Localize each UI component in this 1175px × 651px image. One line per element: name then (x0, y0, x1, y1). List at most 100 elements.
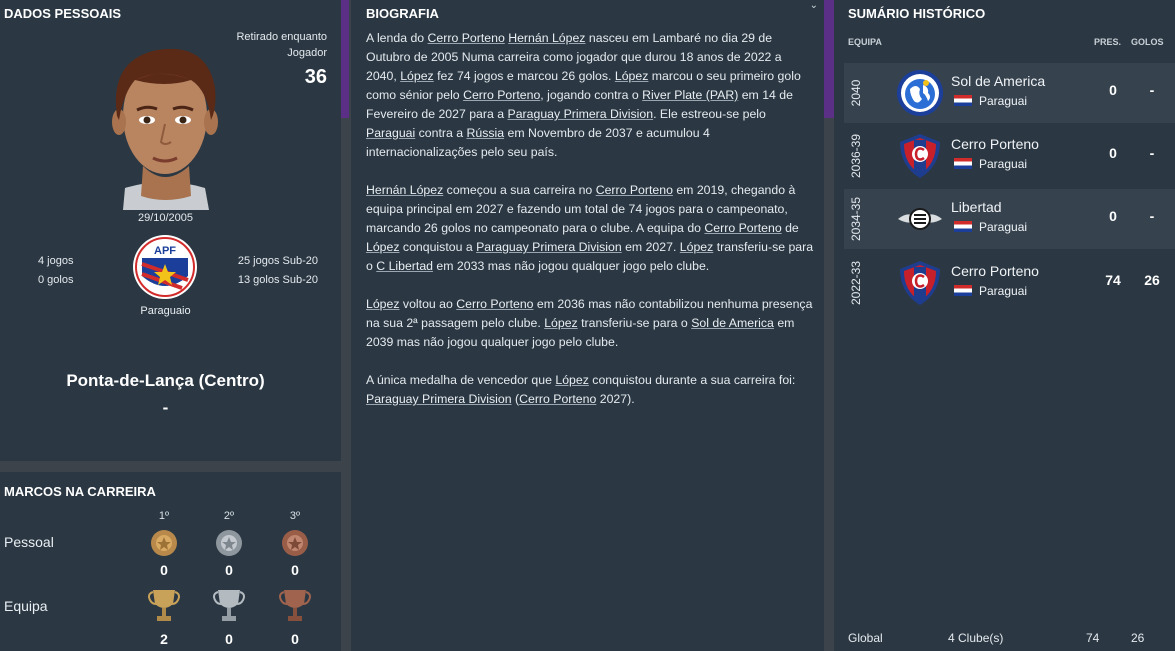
link-club[interactable]: Cerro Porteno (456, 297, 534, 311)
history-row[interactable]: 2034-35 Libertad Paraguai 0 - (844, 189, 1175, 249)
link-club[interactable]: Cerro Porteno (463, 88, 541, 102)
link-player[interactable]: López (544, 316, 578, 330)
link-player[interactable]: López (366, 297, 400, 311)
senior-apps: 4 jogos (38, 255, 74, 267)
team-bronze-count: 0 (291, 631, 299, 647)
club-nation: Paraguai (954, 94, 1027, 108)
player-role: - (162, 398, 169, 417)
history-years: 2040 (849, 79, 863, 107)
link-club[interactable]: C Libertad (376, 259, 434, 273)
senior-stats: 4 jogos 0 golos (38, 252, 73, 290)
link-club[interactable]: River Plate (PAR) (642, 88, 739, 102)
link-player[interactable]: López (679, 240, 714, 254)
link-club[interactable]: Cerro Porteno (427, 31, 505, 45)
column-header-team: EQUIPA (848, 37, 882, 47)
link-player[interactable]: López (555, 373, 589, 387)
link-nation[interactable]: Rússia (466, 126, 505, 140)
panel-title: BIOGRAFIA (366, 6, 439, 21)
personal-data-panel: DADOS PESSOAIS Retirado enquanto Jogador… (0, 0, 341, 461)
history-row[interactable]: 2040 Sol de America Paraguai 0 - (844, 63, 1175, 123)
history-row[interactable]: 2022-33 Cerro Porteno Paraguai 74 26 (844, 253, 1175, 313)
total-label: Global (848, 631, 883, 645)
biography-text: A lenda do Cerro Porteno Hernán López na… (366, 31, 814, 406)
paraguay-flag-icon (954, 285, 972, 296)
goals-value: - (1149, 82, 1155, 98)
cerro-porteno-badge-icon (900, 134, 940, 178)
apps-value: 0 (1109, 145, 1117, 161)
u20-apps: 25 jogos Sub-20 (237, 255, 318, 267)
paraguay-flag-icon (954, 158, 972, 169)
column-header-apps: PRES. (1094, 37, 1122, 47)
link-competition[interactable]: Paraguay Primera Division (507, 107, 654, 121)
history-row[interactable]: 2036-39 Cerro Porteno Paraguai 0 - (844, 126, 1175, 186)
personal-gold-count: 0 (160, 562, 168, 578)
club-name[interactable]: Libertad (951, 199, 1002, 215)
apps-value: 0 (1109, 208, 1117, 224)
club-name[interactable]: Sol de America (951, 73, 1046, 89)
link-nation[interactable]: Paraguai (366, 126, 416, 140)
link-club[interactable]: Cerro Porteno (519, 392, 597, 406)
silver-trophy-icon (213, 590, 245, 621)
senior-goals: 0 golos (38, 274, 74, 286)
link-club[interactable]: Cerro Porteno (704, 221, 782, 235)
column-third: 3º (289, 510, 301, 522)
svg-text:APF: APF (154, 245, 176, 257)
link-competition[interactable]: Paraguay Primera Division (366, 392, 512, 406)
history-years: 2022-33 (849, 260, 863, 306)
link-player[interactable]: Hernán López (508, 31, 586, 45)
career-milestones-panel: MARCOS NA CARREIRA 1º 2º 3º Pessoal 0 0 … (0, 472, 341, 651)
accent-bar (341, 0, 349, 118)
player-age: 36 (304, 66, 327, 88)
column-second: 2º (223, 510, 235, 522)
link-player[interactable]: López (366, 240, 400, 254)
goals-value: - (1149, 145, 1155, 161)
total-apps: 74 (1086, 631, 1100, 645)
link-club[interactable]: Cerro Porteno (595, 183, 673, 197)
column-header-goals: GOLOS (1131, 37, 1164, 47)
history-years: 2034-35 (849, 196, 863, 242)
paraguay-flag-icon (954, 95, 972, 106)
link-player[interactable]: López (614, 69, 649, 83)
apps-value: 74 (1105, 272, 1121, 288)
total-goals: 26 (1131, 631, 1145, 645)
club-nation: Paraguai (954, 220, 1027, 234)
total-clubs: 4 Clube(s) (948, 631, 1004, 645)
column-first: 1º (158, 510, 170, 522)
bronze-trophy-icon (279, 590, 311, 621)
accent-bar (824, 0, 834, 118)
u20-goals: 13 golos Sub-20 (237, 274, 318, 286)
club-name[interactable]: Cerro Porteno (951, 263, 1039, 279)
team-silver-count: 0 (225, 631, 233, 647)
retired-status: Retirado enquanto Jogador (236, 31, 327, 59)
link-player[interactable]: Hernán López (366, 183, 444, 197)
personal-row-label: Pessoal (4, 534, 54, 550)
chevron-down-icon[interactable]: ⌄ (809, 0, 818, 11)
federation-badge-icon: APF (133, 235, 197, 299)
panel-title: SUMÁRIO HISTÓRICO (848, 6, 986, 21)
link-club[interactable]: Sol de America (691, 316, 774, 330)
club-name[interactable]: Cerro Porteno (951, 136, 1039, 152)
history-summary-panel: SUMÁRIO HISTÓRICO EQUIPA PRES. GOLOS 204… (834, 0, 1175, 651)
history-years: 2036-39 (849, 133, 863, 179)
nationality: Paraguaio (140, 305, 191, 317)
team-row-label: Equipa (4, 598, 48, 614)
link-competition[interactable]: Paraguay Primera Division (476, 240, 622, 254)
date-of-birth: 29/10/2005 (137, 212, 194, 224)
gold-medal-icon (151, 530, 177, 556)
silver-medal-icon (216, 530, 242, 556)
cerro-porteno-badge-icon (900, 261, 940, 305)
club-nation: Paraguai (954, 284, 1027, 298)
panel-title: DADOS PESSOAIS (4, 6, 122, 21)
goals-value: - (1149, 208, 1155, 224)
bronze-medal-icon (282, 530, 308, 556)
personal-silver-count: 0 (225, 562, 233, 578)
goals-value: 26 (1144, 272, 1160, 288)
panel-title: MARCOS NA CARREIRA (4, 484, 156, 499)
libertad-badge-icon (898, 208, 942, 230)
link-player[interactable]: López (400, 69, 434, 83)
paraguay-flag-icon (954, 221, 972, 232)
personal-bronze-count: 0 (291, 562, 299, 578)
u20-stats: 25 jogos Sub-20 13 golos Sub-20 (238, 252, 318, 290)
biography-panel: BIOGRAFIA ⌄ A lenda do Cerro Porteno Her… (351, 0, 824, 651)
player-portrait (112, 48, 218, 210)
